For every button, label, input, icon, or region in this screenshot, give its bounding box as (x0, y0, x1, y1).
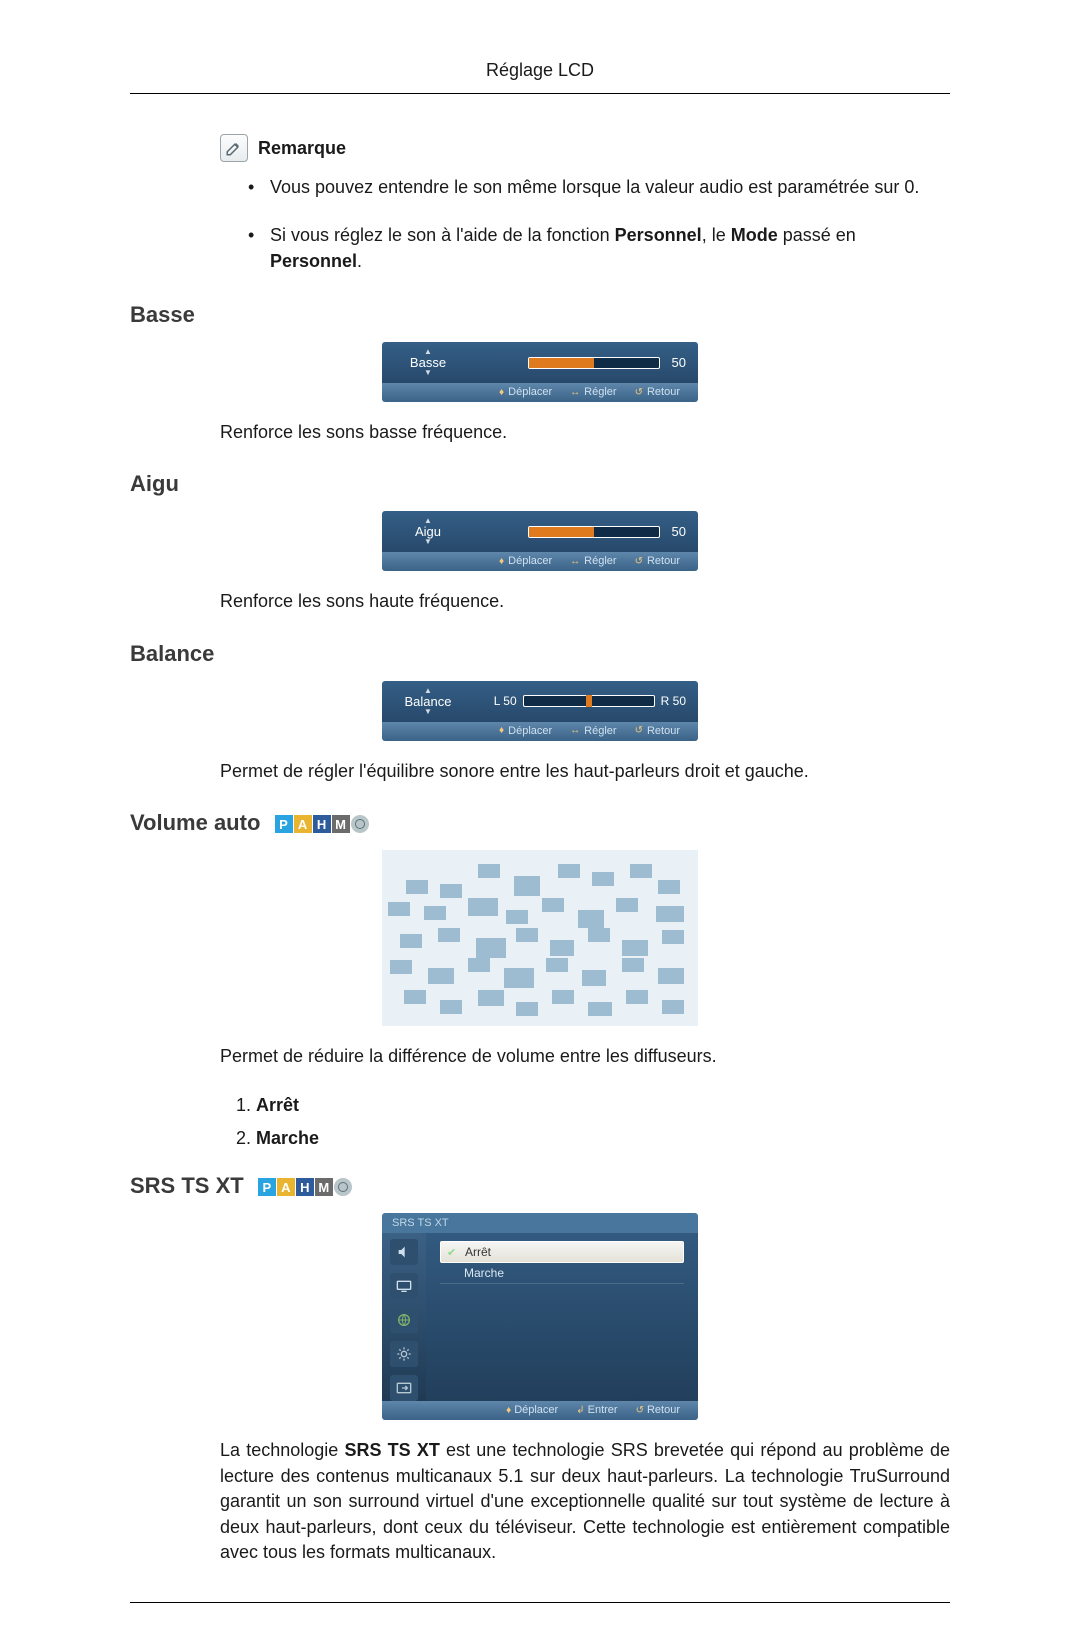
mode-badge-a: A (294, 815, 312, 833)
osd-hint-enter: ↲Entrer (576, 1404, 617, 1416)
mode-badge-m: M (315, 1178, 333, 1196)
triangle-down-icon: ▼ (424, 538, 432, 546)
section-desc-basse: Renforce les sons basse fréquence. (220, 420, 950, 445)
triangle-down-icon: ▼ (424, 369, 432, 377)
volume-auto-options-list: Arrêt Marche (230, 1095, 950, 1149)
mode-badge-h: H (313, 815, 331, 833)
section-heading-basse: Basse (130, 302, 950, 328)
osd-menu-srs: SRS TS XT ✔ Arrêt Marche ♦Déplacer ↲Entrer… (382, 1213, 698, 1420)
mode-badge-circle-icon (351, 815, 369, 833)
osd-menu-option[interactable]: ✔ Arrêt (440, 1241, 684, 1263)
balance-track[interactable] (523, 695, 655, 707)
osd-hint-adjust: ↔Régler (570, 386, 616, 398)
osd-hint-adjust: ↔Régler (570, 725, 616, 737)
balance-left-value: L 50 (494, 694, 517, 708)
mode-badge-p: P (275, 815, 293, 833)
note-bullet-list: Vous pouvez entendre le son même lorsque… (248, 174, 950, 274)
osd-hint-return: ↺Retour (636, 1404, 680, 1416)
mode-badges: PAHM (258, 1178, 352, 1196)
balance-tick (586, 695, 592, 707)
gear-icon[interactable] (390, 1341, 418, 1367)
section-heading-aigu: Aigu (130, 471, 950, 497)
osd-slider-balance: ▲ Balance ▼ L 50 R 50 ♦Déplacer ↔Régler … (382, 681, 698, 741)
osd-hint-adjust: ↔Régler (570, 555, 616, 567)
note-bullet-text: Vous pouvez entendre le son même lorsque… (270, 177, 919, 197)
slider-track[interactable] (528, 357, 660, 369)
globe-icon[interactable] (390, 1307, 418, 1333)
note-bullet: Si vous réglez le son à l'aide de la fon… (248, 222, 950, 274)
osd-slider-label: Balance (405, 695, 452, 708)
mode-badge-m: M (332, 815, 350, 833)
osd-hint-move: ♦Déplacer (499, 725, 552, 737)
balance-right-value: R 50 (661, 694, 686, 708)
osd-hint-return: ↺Retour (635, 386, 680, 398)
slider-value: 50 (666, 355, 686, 370)
list-item: Marche (256, 1128, 950, 1149)
osd-slider-basse: ▲ Basse ▼ 50 ♦Déplacer ↔Régler ↺Retour (382, 342, 698, 402)
section-heading-volume-auto: Volume auto PAHM (130, 810, 950, 836)
triangle-down-icon: ▼ (424, 708, 432, 716)
note-bullet: Vous pouvez entendre le son même lorsque… (248, 174, 950, 200)
check-icon: ✔ (447, 1246, 457, 1259)
slider-fill (529, 358, 594, 368)
osd-hint-return: ↺Retour (635, 555, 680, 567)
mode-badges: PAHM (275, 815, 369, 833)
osd-hint-return: ↺Retour (635, 725, 680, 737)
osd-slider-aigu: ▲ Aigu ▼ 50 ♦Déplacer ↔Régler ↺Retour (382, 511, 698, 571)
osd-menu-icon-column (382, 1233, 426, 1401)
pencil-note-icon (220, 134, 248, 162)
osd-menu-options: ✔ Arrêt Marche (426, 1233, 698, 1401)
mode-badge-h: H (296, 1178, 314, 1196)
triangle-up-icon: ▲ (424, 517, 432, 525)
page-title: Réglage LCD (130, 60, 950, 94)
list-item: Arrêt (256, 1095, 950, 1116)
osd-placeholder-image (382, 850, 698, 1026)
section-heading-srs: SRS TS XT PAHM (130, 1173, 950, 1199)
osd-menu-option-label: Marche (464, 1266, 504, 1280)
mode-badge-a: A (277, 1178, 295, 1196)
mode-badge-p: P (258, 1178, 276, 1196)
input-icon[interactable] (390, 1375, 418, 1401)
note-label: Remarque (258, 138, 346, 159)
slider-fill (529, 527, 594, 537)
osd-hint-move: ♦Déplacer (499, 386, 552, 398)
triangle-up-icon: ▲ (424, 687, 432, 695)
footer-rule (130, 1602, 950, 1603)
slider-track[interactable] (528, 526, 660, 538)
section-desc-volume-auto: Permet de réduire la différence de volum… (220, 1044, 950, 1069)
triangle-up-icon: ▲ (424, 348, 432, 356)
section-desc-aigu: Renforce les sons haute fréquence. (220, 589, 950, 614)
section-desc-srs: La technologie SRS TS XT est une technol… (220, 1438, 950, 1566)
speaker-icon[interactable] (390, 1239, 418, 1265)
section-desc-balance: Permet de régler l'équilibre sonore entr… (220, 759, 950, 784)
osd-menu-option[interactable]: Marche (440, 1263, 684, 1284)
osd-hint-move: ♦Déplacer (506, 1404, 558, 1416)
osd-menu-title: SRS TS XT (382, 1213, 698, 1233)
tv-icon[interactable] (390, 1273, 418, 1299)
mode-badge-circle-icon (334, 1178, 352, 1196)
slider-value: 50 (666, 524, 686, 539)
osd-hint-move: ♦Déplacer (499, 555, 552, 567)
section-heading-balance: Balance (130, 641, 950, 667)
osd-menu-option-label: Arrêt (465, 1245, 491, 1259)
